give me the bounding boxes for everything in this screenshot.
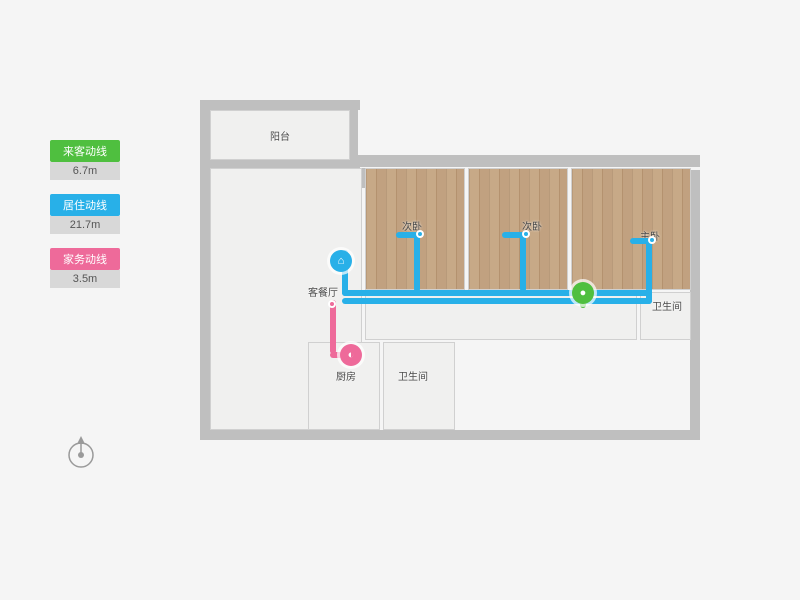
legend-label: 居住动线	[50, 194, 120, 216]
flow-person-icon: ●	[572, 282, 594, 304]
wall	[200, 160, 360, 168]
room-label-living: 客餐厅	[308, 284, 338, 299]
wall	[200, 430, 700, 440]
room-bedroom2b	[468, 168, 568, 290]
flow-line	[414, 232, 420, 292]
legend-item-living: 居住动线 21.7m	[50, 194, 120, 234]
wall	[200, 100, 210, 440]
wall	[200, 100, 360, 110]
flow-line	[520, 232, 526, 292]
floor-plan: 阳台客餐厅次卧次卧主卧卫生间厨房卫生间⌂●◐	[200, 100, 700, 440]
room-label-balcony: 阳台	[270, 128, 290, 143]
legend-label: 来客动线	[50, 140, 120, 162]
flow-endpoint	[522, 230, 530, 238]
room-bath1	[383, 342, 455, 430]
legend-value: 3.5m	[50, 270, 120, 288]
flow-line	[330, 300, 336, 354]
flow-bed-icon: ⌂	[330, 250, 352, 272]
room-label-bath1: 卫生间	[398, 368, 428, 383]
flow-pot-icon: ◐	[340, 344, 362, 366]
flow-endpoint	[416, 230, 424, 238]
wall	[690, 170, 700, 440]
flow-line	[342, 298, 652, 304]
flow-line	[342, 290, 652, 296]
room-label-kitchen: 厨房	[336, 368, 356, 383]
compass-icon	[60, 430, 102, 472]
legend-item-chore: 家务动线 3.5m	[50, 248, 120, 288]
room-label-bath2: 卫生间	[652, 298, 682, 313]
legend: 来客动线 6.7m 居住动线 21.7m 家务动线 3.5m	[50, 140, 120, 302]
legend-value: 21.7m	[50, 216, 120, 234]
legend-item-guest: 来客动线 6.7m	[50, 140, 120, 180]
flow-endpoint	[328, 300, 336, 308]
legend-value: 6.7m	[50, 162, 120, 180]
flow-line	[646, 238, 652, 304]
flow-endpoint	[648, 236, 656, 244]
wall	[355, 155, 700, 167]
legend-label: 家务动线	[50, 248, 120, 270]
room-bedroom1	[571, 168, 691, 290]
